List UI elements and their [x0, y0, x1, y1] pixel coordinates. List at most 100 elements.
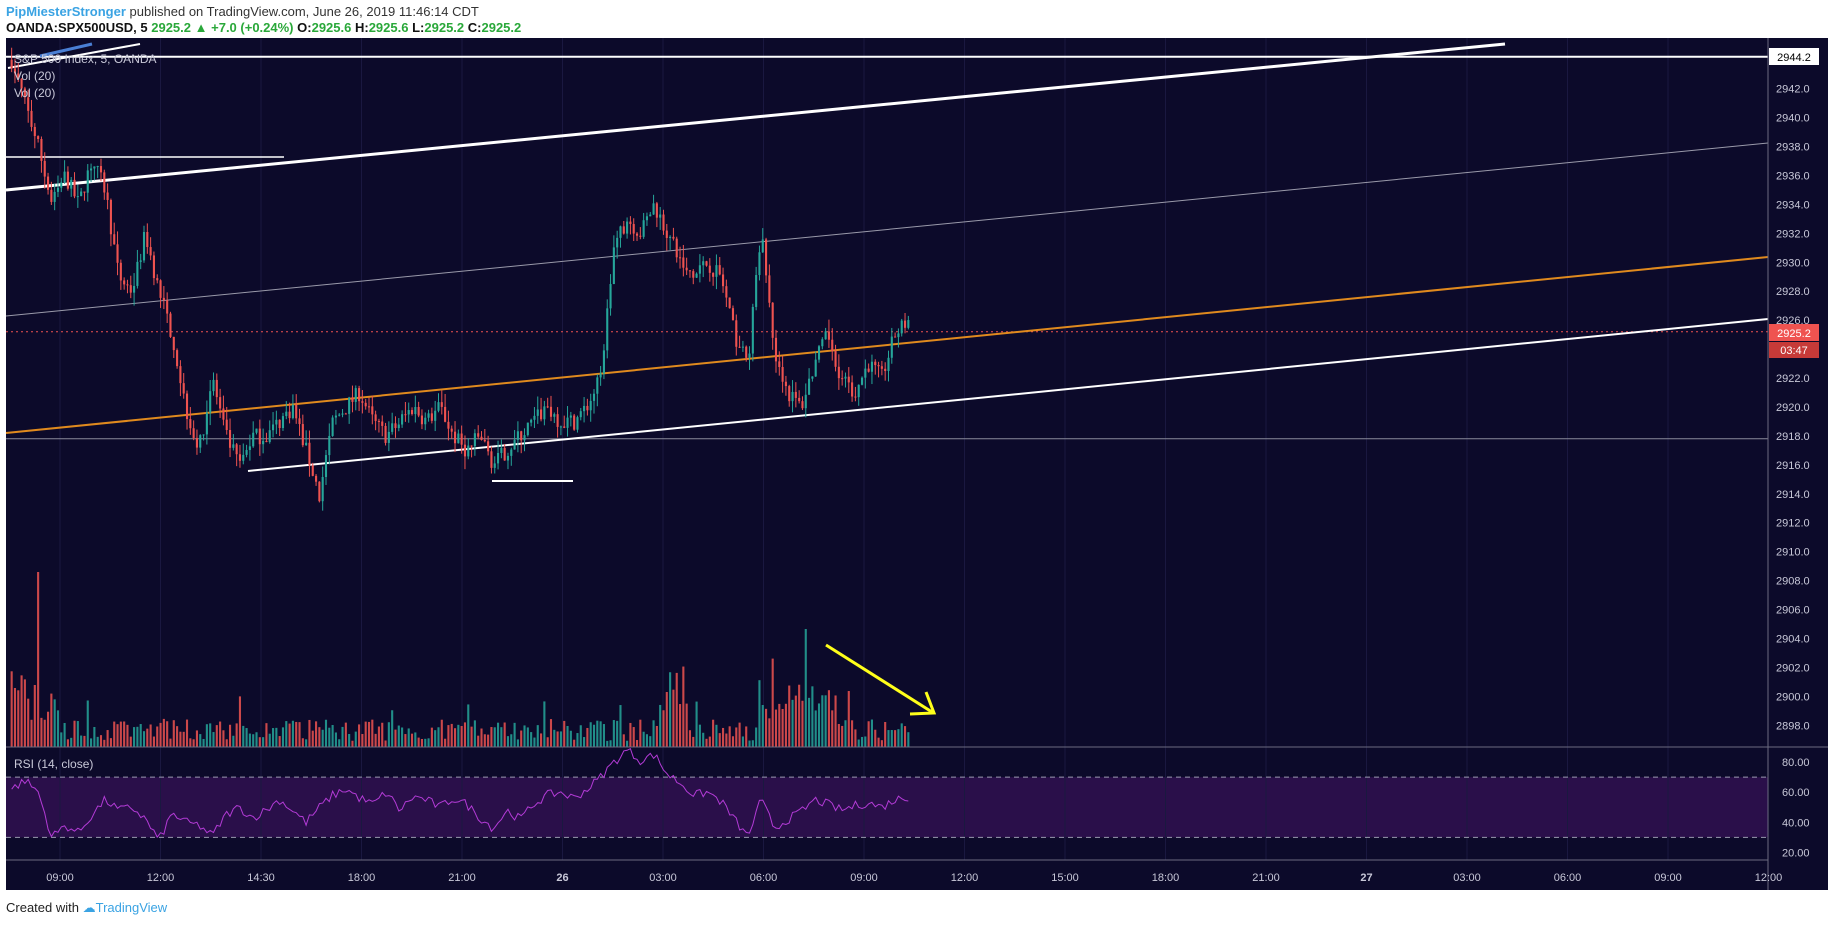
candle-body	[642, 220, 645, 237]
candle-body	[457, 433, 460, 444]
candle-body	[424, 417, 427, 425]
volume-bar	[394, 729, 397, 747]
volume-bar	[387, 722, 390, 747]
volume-legend-2[interactable]: Vol (20)	[14, 86, 56, 100]
candle-body	[192, 428, 195, 438]
price-tick-9: 2916.0	[1776, 460, 1810, 472]
trendlines	[5, 42, 1769, 482]
volume-bar	[23, 679, 26, 747]
volume-legend-1[interactable]: Vol (20)	[14, 69, 56, 83]
volume-bar	[715, 724, 718, 747]
volume-bar	[179, 731, 182, 747]
volume-bar	[583, 737, 586, 747]
volume-bar	[212, 732, 215, 747]
volume-bar	[123, 721, 126, 747]
rsi-tick-0: 20.00	[1782, 847, 1810, 859]
candle-body	[209, 391, 212, 413]
candle-body	[857, 384, 860, 398]
volume-bar	[407, 728, 410, 747]
candle-body	[586, 405, 589, 411]
candle-body	[463, 444, 467, 457]
candle-body	[490, 451, 493, 468]
volume-bar	[453, 728, 457, 747]
volume-bar	[903, 726, 907, 747]
bar-countdown-text: 03:47	[1780, 345, 1808, 357]
price-tick-22: 2942.0	[1776, 84, 1810, 96]
high-label: H:	[354, 20, 369, 35]
candle-body	[46, 176, 50, 190]
candle-body	[367, 406, 371, 408]
symbol-name[interactable]: OANDA:SPX500USD, 5	[6, 20, 148, 35]
candle-body	[685, 267, 688, 271]
volume-bar	[692, 736, 695, 747]
volume-bar	[543, 701, 546, 747]
candle-body	[324, 455, 328, 477]
series-title[interactable]: S&P 500 Index, 5, OANDA	[14, 52, 157, 66]
volume-bar	[834, 695, 837, 747]
volume-bar	[533, 737, 536, 747]
volume-bar	[553, 729, 556, 747]
volume-bar	[702, 732, 705, 747]
volume-bar	[271, 728, 275, 747]
volume-bar	[900, 723, 903, 747]
volume-bar	[444, 738, 447, 747]
volume-bar	[50, 693, 53, 747]
candle-body	[556, 414, 559, 427]
candle-body	[619, 226, 622, 238]
volume-bar	[255, 732, 258, 747]
candle-body	[612, 247, 615, 285]
volume-bar	[209, 723, 212, 747]
author-link[interactable]: PipMiesterStronger	[6, 4, 126, 19]
volume-bar	[622, 734, 625, 747]
volume-bar	[745, 726, 748, 747]
volume-bar	[530, 732, 533, 747]
volume-bar	[126, 724, 129, 747]
candle-body	[295, 404, 298, 419]
volume-bar	[483, 734, 486, 747]
volume-bar	[166, 721, 169, 747]
candle-body	[675, 238, 678, 258]
price-tick-6: 2910.0	[1776, 547, 1810, 559]
volume-bar	[156, 726, 159, 747]
candle-body	[371, 406, 374, 415]
candle-body	[688, 270, 692, 272]
candle-body	[794, 391, 797, 398]
candle-body	[139, 260, 142, 262]
volume-bar	[817, 703, 821, 747]
candle-body	[543, 406, 546, 420]
volume-bar	[90, 738, 93, 747]
time-tick-15: 06:00	[1554, 872, 1582, 884]
close-label: C:	[467, 20, 482, 35]
candle-body	[73, 179, 76, 197]
candle-body	[874, 361, 877, 366]
candle-body	[755, 275, 758, 307]
volume-bar	[672, 689, 675, 747]
candle-body	[503, 447, 506, 461]
volume-bar	[83, 735, 86, 747]
time-tick-3: 18:00	[348, 872, 376, 884]
candle-body	[669, 236, 672, 238]
candle-body	[817, 346, 821, 360]
volume-bar	[513, 722, 516, 747]
rsi-tick-2: 60.00	[1782, 787, 1810, 799]
volume-bar	[798, 684, 801, 747]
volume-bar	[46, 711, 50, 747]
candle-body	[404, 414, 407, 416]
volume-bar	[96, 736, 99, 747]
volume-bar	[791, 699, 794, 747]
candle-body	[109, 199, 112, 235]
volume-bar	[384, 740, 387, 747]
candle-body	[166, 300, 169, 314]
candle-body	[596, 377, 599, 394]
tradingview-link[interactable]: TradingView	[95, 900, 168, 915]
rsi-legend[interactable]: RSI (14, close)	[14, 757, 94, 771]
open-value: 2925.6	[311, 20, 352, 35]
candle-body	[185, 393, 189, 420]
candle-body	[453, 431, 457, 444]
volume-bar	[215, 725, 218, 747]
volume-bar	[321, 729, 324, 747]
volume-bar	[639, 719, 642, 747]
volume-bar	[860, 736, 864, 747]
volume-bar	[682, 666, 685, 747]
